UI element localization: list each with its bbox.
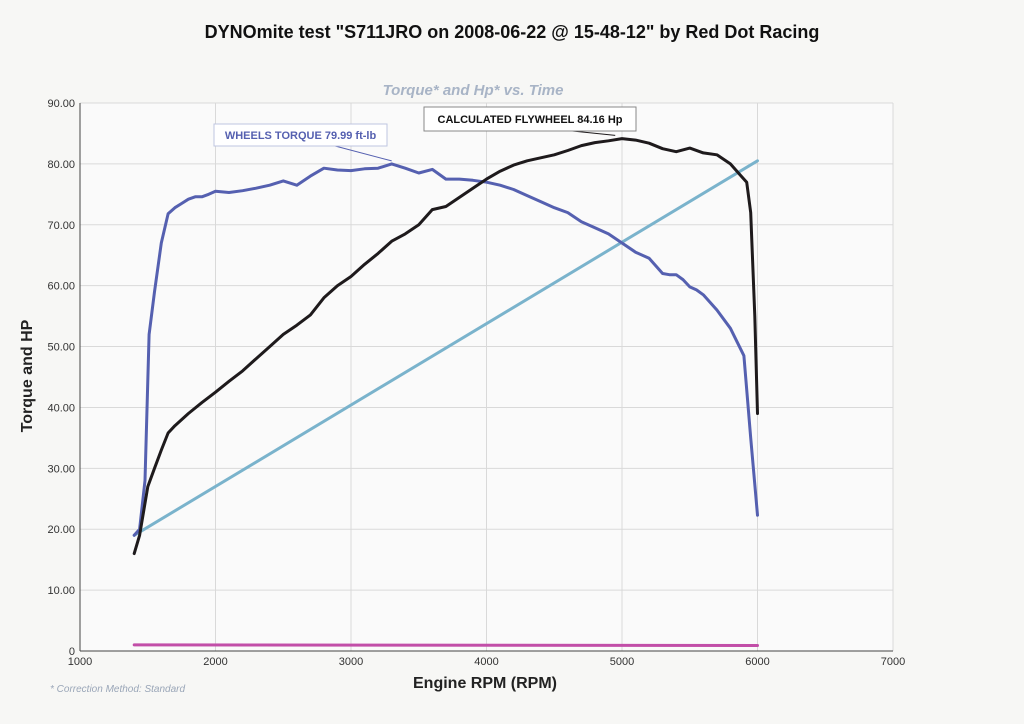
y-tick-label: 60.00	[47, 281, 75, 293]
y-axis-label: Torque and HP	[19, 319, 36, 432]
torque-annotation-leader	[334, 145, 392, 162]
y-tick-label: 90.00	[47, 98, 75, 110]
x-tick-label: 3000	[339, 656, 363, 668]
y-tick-label: 10.00	[47, 585, 75, 597]
flywheel-annotation-leader	[572, 130, 616, 136]
x-tick-label: 1000	[68, 656, 92, 668]
x-tick-label: 2000	[203, 656, 227, 668]
y-tick-label: 20.00	[47, 524, 75, 536]
ramp-series-line	[132, 159, 759, 537]
torque-series-line	[132, 162, 759, 537]
y-tick-label: 30.00	[47, 463, 75, 475]
baseline-series-line	[132, 643, 759, 647]
footnote: * Correction Method: Standard	[50, 684, 186, 695]
flywheel-annotation-box	[423, 106, 637, 132]
y-tick-label: 0	[69, 646, 75, 658]
y-tick-label: 80.00	[47, 159, 75, 171]
y-tick-label: 70.00	[47, 220, 75, 232]
x-tick-label: 5000	[610, 656, 634, 668]
y-tick-label: 40.00	[47, 402, 75, 414]
x-tick-label: 6000	[745, 656, 769, 668]
plot-area: 0 10.00 20.00 30.00 40.00 50.00 60.00 70.00 80.0…	[47, 98, 905, 668]
page-title: DYNOmite test "S711JRO on 2008-06-22 @ 1…	[204, 22, 820, 42]
y-tick-label: 50.00	[47, 342, 75, 354]
torque-annotation-box	[213, 123, 388, 147]
x-tick-label: 7000	[881, 656, 905, 668]
chart-title: Torque* and Hp* vs. Time	[383, 82, 564, 99]
x-axis-label: Engine RPM (RPM)	[413, 675, 557, 692]
torque-annotation-label: WHEELS TORQUE 79.99 ft-lb	[225, 130, 377, 142]
flywheel-annotation-label: CALCULATED FLYWHEEL 84.16 Hp	[438, 114, 623, 126]
flywheel-series-line	[132, 137, 759, 556]
x-tick-label: 4000	[474, 656, 498, 668]
